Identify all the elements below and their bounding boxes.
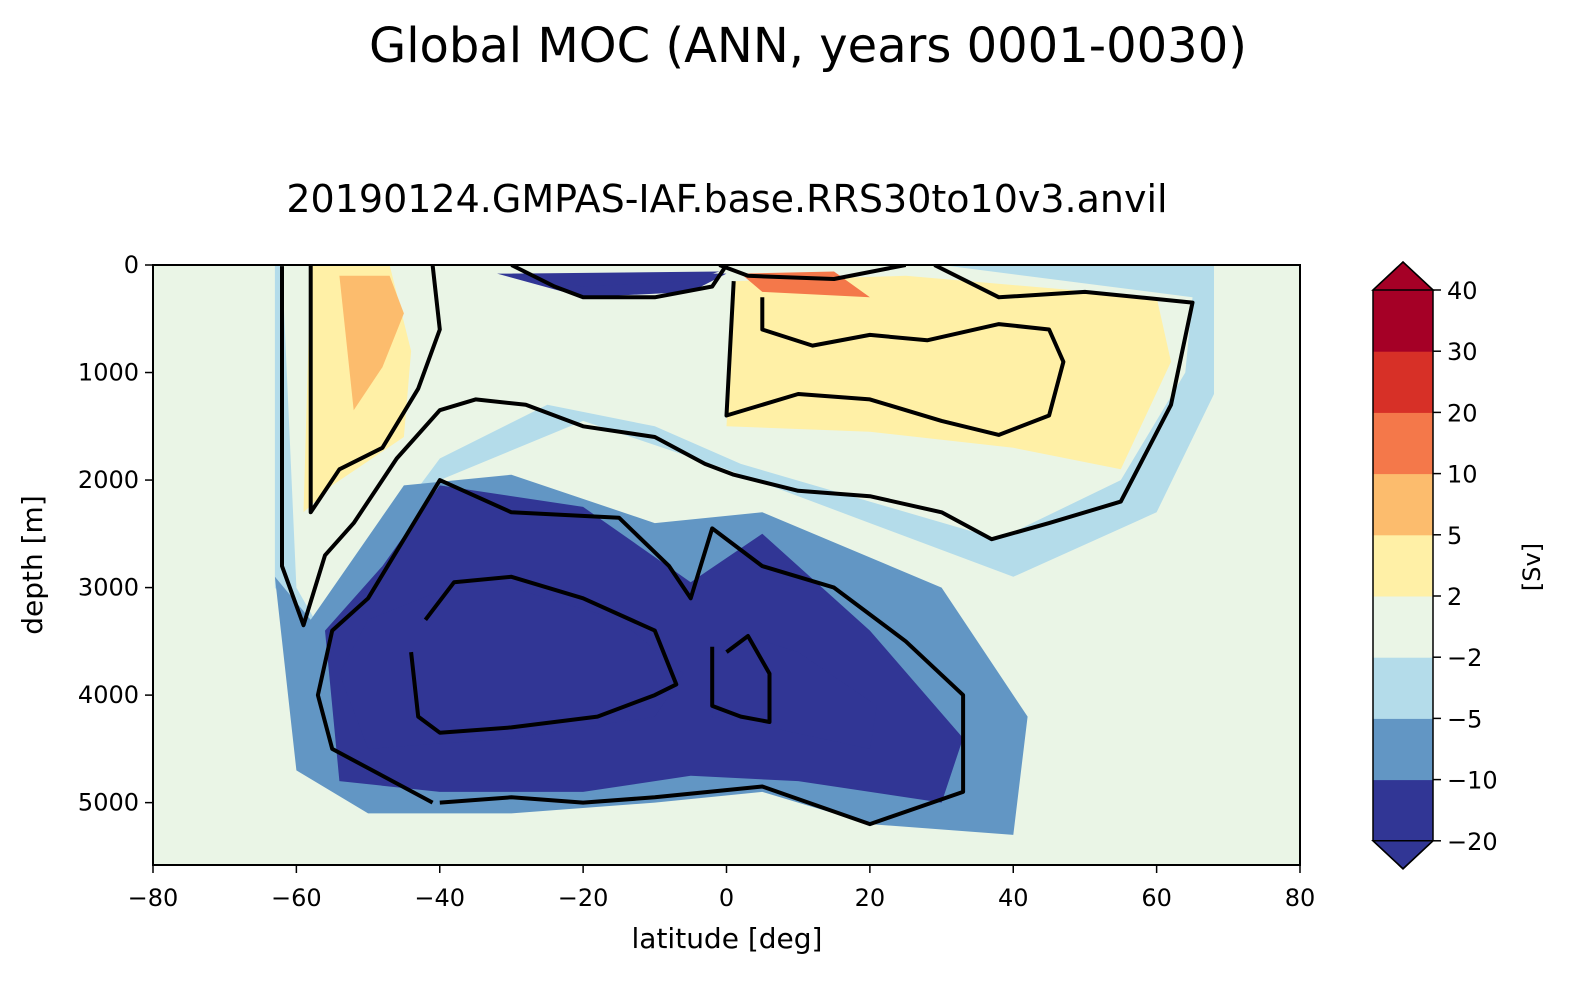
colorbar-extend-low: [1371, 840, 1435, 870]
x-tick-label: −20: [558, 884, 609, 912]
colorbar-tick-label: 20: [1447, 399, 1478, 427]
y-tick-label: 1000: [78, 359, 139, 387]
colorbar-tick-label: −5: [1447, 705, 1482, 733]
y-tick-label: 4000: [78, 681, 139, 709]
x-tick-label: 80: [1285, 884, 1316, 912]
contour-line-0: [280, 265, 1195, 628]
filled-contour-region-11: [511, 271, 720, 287]
y-tick-label: 0: [124, 251, 139, 279]
chart-subtitle: 20190124.GMPAS-IAF.base.RRS30to10v3.anvi…: [286, 177, 1167, 221]
x-tick-label: −80: [128, 884, 179, 912]
colorbar-segment-0: [1373, 779, 1433, 842]
x-axis-label: latitude [deg]: [632, 922, 823, 955]
colorbar-segment-8: [1373, 290, 1433, 352]
colorbar-segment-3: [1373, 596, 1433, 658]
colorbar-segment-5: [1373, 473, 1433, 536]
colorbar-tick-label: 40: [1447, 277, 1478, 305]
contour-line-2: [724, 280, 1066, 437]
contour-line-6: [510, 265, 729, 300]
colorbar-segment-2: [1373, 657, 1433, 719]
plot-area: [152, 264, 1301, 866]
filled-contour-region-9: [339, 576, 684, 749]
x-tick-label: 60: [1141, 884, 1172, 912]
colorbar-tick-label: −2: [1447, 644, 1482, 672]
contour-line-5: [710, 634, 772, 724]
colorbar-extend-high: [1371, 260, 1435, 291]
y-tick-label: 2000: [78, 466, 139, 494]
contour-line-1: [308, 265, 442, 515]
colorbar-segment-6: [1373, 412, 1433, 475]
colorbar-tick-label: 5: [1447, 522, 1462, 550]
x-tick-label: 20: [855, 884, 886, 912]
colorbar-tick-label: 2: [1447, 583, 1462, 611]
x-tick-label: 40: [998, 884, 1029, 912]
colorbar-tick-label: −20: [1447, 828, 1498, 856]
colorbar-tick-label: 10: [1447, 461, 1478, 489]
colorbar-segment-4: [1373, 534, 1433, 597]
y-axis-label: depth [m]: [16, 495, 49, 635]
colorbar-tick-label: 30: [1447, 338, 1478, 366]
filled-contour-region-3: [726, 275, 1171, 470]
colorbar-label: [Sv]: [1518, 543, 1546, 591]
contour-line-4: [409, 574, 679, 735]
contour-line-7: [718, 265, 907, 281]
chart-title: Global MOC (ANN, years 0001-0030): [369, 18, 1247, 74]
colorbar: −20 −10 −5 −2 2 5 10 20 30 40: [1371, 260, 1498, 870]
contour-line-3: [315, 478, 966, 827]
x-tick-label: −40: [414, 884, 465, 912]
y-tick-label: 3000: [78, 574, 139, 602]
colorbar-tick-label: −10: [1447, 767, 1498, 795]
colorbar-segment-1: [1373, 718, 1433, 781]
x-tick-label: 0: [719, 884, 734, 912]
filled-contour-region-4: [339, 275, 404, 411]
x-tick-label: −60: [271, 884, 322, 912]
y-tick-label: 5000: [78, 789, 139, 817]
colorbar-segment-7: [1373, 351, 1433, 413]
